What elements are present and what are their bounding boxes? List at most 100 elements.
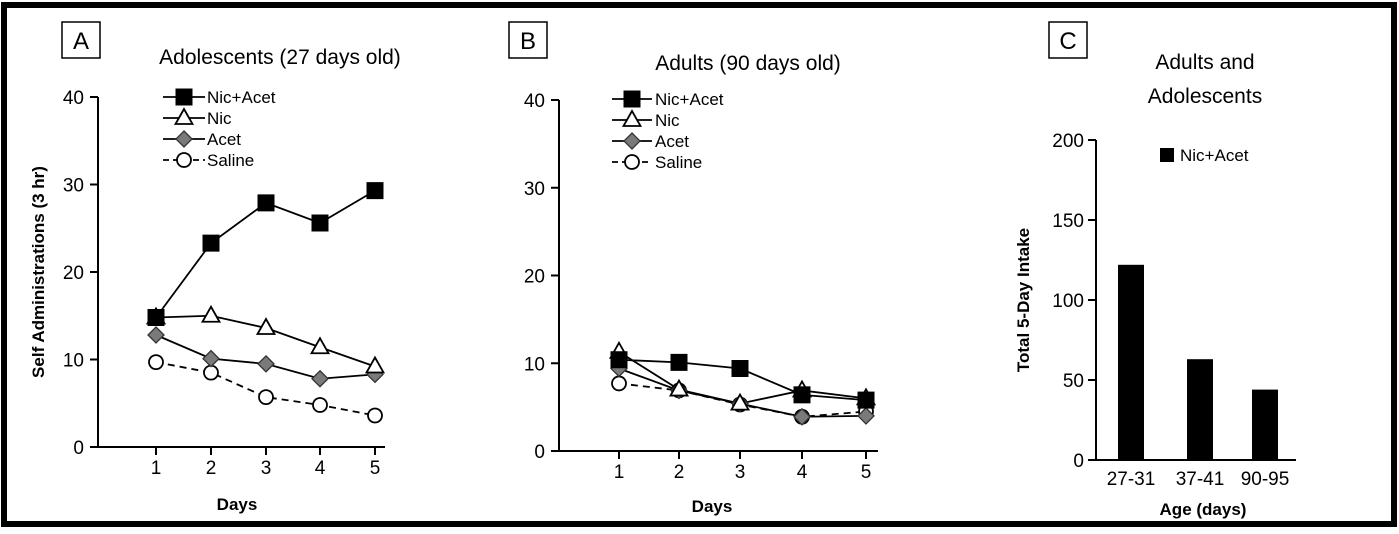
panel-c-x-tick-label: 27-31 — [1107, 469, 1156, 490]
panel-a-legend-marker — [175, 88, 193, 106]
panel-b-data-point — [857, 391, 875, 409]
panel-a-data-point — [367, 407, 383, 424]
panel-b-legend-marker — [623, 132, 641, 150]
panel-b-data-point — [668, 378, 690, 397]
panel-c-title-line-2: Adolescents — [1148, 85, 1262, 108]
panel-b-data-point — [610, 351, 628, 369]
panel-a-y-tick-label: 20 — [63, 263, 84, 284]
panel-c-x-axis-label: Age (days) — [1160, 500, 1247, 519]
panel-b-data-point — [857, 406, 875, 425]
panel-a-x-tick-label: 3 — [261, 458, 272, 479]
panel-b-data-point — [611, 375, 627, 392]
panel-a-legend-label: Nic+Acet — [207, 88, 276, 107]
panel-a-x-tick-label: 1 — [151, 458, 162, 479]
panel-b-data-point — [793, 386, 811, 404]
panel-b-y-tick-label: 0 — [534, 442, 545, 463]
panel-b-y-tick-label: 20 — [524, 267, 545, 288]
panel-b-y-tick-label: 10 — [524, 354, 545, 375]
panel-c-bar — [1252, 389, 1278, 460]
panel-a-data-point — [202, 349, 220, 368]
panel-b-data-point — [793, 407, 811, 426]
panel-c-bar — [1187, 359, 1213, 460]
panel-a-y-tick-label: 0 — [73, 438, 84, 459]
panel-b-markers — [608, 341, 877, 426]
panel-b-x-tick-label: 5 — [861, 462, 872, 483]
panel-b-x-tick-label: 3 — [735, 462, 746, 483]
panel-a-x-axis-label: Days — [217, 495, 258, 514]
panel-a-y-tick-label: 30 — [63, 176, 84, 197]
panel-a-data-point — [257, 354, 275, 373]
panel-c-legend: Nic+Acet — [1160, 146, 1249, 165]
panel-b-x-tick-label: 2 — [674, 462, 685, 483]
panel-b-data-point — [731, 360, 749, 378]
panel-a-x-tick-label: 4 — [315, 458, 326, 479]
panel-a-markers — [145, 182, 386, 424]
panel-a-x-tick-label: 5 — [370, 458, 381, 479]
panel-b-x-axis-label: Days — [692, 497, 733, 516]
panel-a-letter-box — [61, 21, 101, 59]
panel-b-legend: Nic+Acet Nic Acet Saline — [612, 90, 724, 172]
panel-b-axes — [551, 99, 878, 459]
panel-b-letter-box — [508, 21, 548, 59]
panel-a: A Adolescents (27 days old) Self Adminis… — [29, 21, 401, 514]
panel-b-x-tick-label: 4 — [797, 462, 808, 483]
panel-b-legend-marker — [623, 90, 641, 108]
panel-a-data-point — [203, 364, 219, 381]
panel-a-data-point — [255, 317, 277, 335]
panel-c-y-tick-label: 50 — [1063, 371, 1084, 392]
panel-c-x-tick-label: 37-41 — [1176, 469, 1225, 490]
panel-a-series-line — [155, 361, 376, 417]
panel-c: C Adults and Adolescents Total 5-Day Int… — [1014, 21, 1296, 519]
panel-b-legend-label: Nic — [655, 111, 680, 130]
panel-c-tick-labels: 0 50 100 150 200 27-31 37-41 90-95 — [1052, 131, 1289, 490]
panel-a-data-point — [148, 354, 164, 371]
panel-b-tick-labels: 0 10 20 30 40 1 2 3 4 5 — [524, 91, 871, 483]
panel-a-legend-label: Nic — [207, 109, 232, 128]
panel-b-title: Adults (90 days old) — [655, 52, 841, 75]
panel-b-legend-label: Acet — [655, 132, 689, 151]
panel-a-data-point — [311, 369, 329, 388]
panel-a-data-point — [202, 234, 220, 252]
panel-b-data-point — [729, 392, 751, 411]
panel-b-letter: B — [520, 28, 536, 55]
panel-a-legend-label: Saline — [207, 151, 254, 170]
panel-a-data-point — [147, 309, 165, 326]
panel-b-legend-marker — [621, 109, 643, 127]
panel-a-axes — [90, 96, 385, 455]
panel-c-y-tick-label: 150 — [1052, 211, 1084, 232]
panel-a-legend-marker — [176, 152, 192, 168]
panel-a-data-point — [366, 182, 384, 200]
panel-a-data-point — [258, 389, 274, 406]
panel-a-data-point — [147, 326, 165, 344]
panel-a-legend: Nic+Acet Nic Acet Saline — [163, 88, 276, 170]
panel-c-bars — [1118, 264, 1278, 460]
panel-a-data-point — [312, 397, 328, 413]
panel-c-y-tick-label: 100 — [1052, 291, 1084, 312]
panel-a-data-point — [309, 336, 331, 355]
panel-c-y-tick-label: 200 — [1052, 131, 1084, 152]
panel-a-title: Adolescents (27 days old) — [159, 46, 401, 69]
panel-b-y-tick-label: 30 — [524, 179, 545, 200]
panel-b-y-tick-label: 40 — [524, 91, 545, 112]
panel-a-legend-label: Acet — [207, 130, 241, 149]
panel-c-y-axis-label: Total 5-Day Intake — [1014, 228, 1033, 372]
panel-a-data-point — [364, 355, 386, 374]
panel-c-legend-label: Nic+Acet — [1180, 146, 1249, 165]
panel-a-letter: A — [73, 28, 89, 55]
panel-a-data-point — [311, 214, 329, 232]
panel-b-legend-marker — [624, 154, 640, 170]
panel-b-x-tick-label: 1 — [614, 462, 625, 483]
panel-b-legend-label: Nic+Acet — [655, 90, 724, 109]
panel-a-y-tick-label: 10 — [63, 351, 84, 372]
panel-b: B Adults (90 days old) Days 0 10 20 30 40 1 2 3… — [508, 21, 878, 516]
panel-b-legend-label: Saline — [655, 153, 702, 172]
panel-a-data-point — [257, 194, 275, 212]
panel-a-tick-labels: 0 10 20 30 40 1 2 3 4 5 — [63, 88, 380, 479]
panel-c-y-tick-label: 0 — [1073, 451, 1084, 472]
panel-c-bar — [1118, 264, 1144, 460]
panel-a-x-tick-label: 2 — [206, 458, 217, 479]
panel-b-data-point — [670, 353, 688, 371]
